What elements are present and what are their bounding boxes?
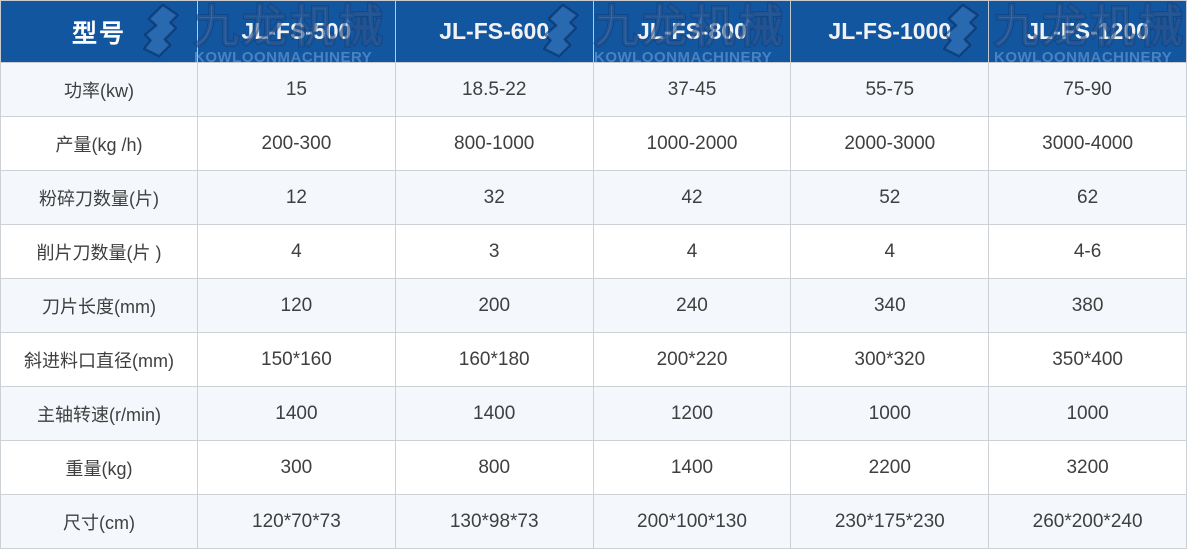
table-cell: 4 xyxy=(790,224,990,279)
table-cell: 55-75 xyxy=(790,62,990,117)
table-cell: 75-90 xyxy=(988,62,1187,117)
table-cell: 120*70*73 xyxy=(197,494,396,549)
row-label: 刀片长度(mm) xyxy=(0,278,198,333)
table-cell: 1200 xyxy=(592,386,792,441)
table-cell: 130*98*73 xyxy=(394,494,594,549)
table-row-chipping-blades: 削片刀数量(片 ) 4 3 4 4 4-6 xyxy=(0,224,1187,279)
table-cell: 32 xyxy=(394,170,594,225)
table-row-dimensions: 尺寸(cm) 120*70*73 130*98*73 200*100*130 2… xyxy=(0,494,1187,549)
table-cell: 200 xyxy=(394,278,594,333)
table-cell: 2200 xyxy=(790,440,990,495)
table-cell: 3000-4000 xyxy=(988,116,1187,171)
table-cell: 150*160 xyxy=(197,332,396,387)
table-row-blade-length: 刀片长度(mm) 120 200 240 340 380 xyxy=(0,278,1187,333)
table-cell: 300 xyxy=(197,440,396,495)
table-cell: 800-1000 xyxy=(394,116,594,171)
column-header-jl-fs-800: JL-FS-800 xyxy=(592,0,791,63)
table-cell: 1000 xyxy=(988,386,1187,441)
table-row-inlet-diameter: 斜进料口直径(mm) 150*160 160*180 200*220 300*3… xyxy=(0,332,1187,387)
row-label: 产量(kg /h) xyxy=(0,116,198,171)
table-cell: 1400 xyxy=(197,386,396,441)
row-label: 主轴转速(r/min) xyxy=(0,386,198,441)
table-row-spindle-speed: 主轴转速(r/min) 1400 1400 1200 1000 1000 xyxy=(0,386,1187,441)
table-cell: 260*200*240 xyxy=(988,494,1187,549)
table-cell: 800 xyxy=(394,440,594,495)
table-cell: 1000 xyxy=(790,386,990,441)
column-header-jl-fs-500: JL-FS-500 xyxy=(197,0,396,63)
table-cell: 340 xyxy=(790,278,990,333)
table-cell: 4 xyxy=(197,224,396,279)
table-row-output: 产量(kg /h) 200-300 800-1000 1000-2000 200… xyxy=(0,116,1187,171)
corner-header-model: 型号 xyxy=(0,0,198,63)
table-cell: 37-45 xyxy=(592,62,792,117)
row-label: 重量(kg) xyxy=(0,440,198,495)
table-cell: 18.5-22 xyxy=(394,62,594,117)
column-header-jl-fs-1200: JL-FS-1200 xyxy=(988,0,1187,63)
table-cell: 1400 xyxy=(394,386,594,441)
table-cell: 2000-3000 xyxy=(790,116,990,171)
table-cell: 52 xyxy=(790,170,990,225)
table-cell: 3 xyxy=(394,224,594,279)
table-cell: 200-300 xyxy=(197,116,396,171)
table-cell: 200*220 xyxy=(592,332,792,387)
table-cell: 380 xyxy=(988,278,1187,333)
table-cell: 160*180 xyxy=(394,332,594,387)
header-row: 型号 JL-FS-500 JL-FS-600 JL-FS-800 JL-FS-1… xyxy=(0,0,1187,63)
table-cell: 300*320 xyxy=(790,332,990,387)
table-cell: 12 xyxy=(197,170,396,225)
row-label: 尺寸(cm) xyxy=(0,494,198,549)
table-cell: 42 xyxy=(592,170,792,225)
table-cell: 200*100*130 xyxy=(592,494,792,549)
row-label: 功率(kw) xyxy=(0,62,198,117)
table-cell: 350*400 xyxy=(988,332,1187,387)
table-cell: 4-6 xyxy=(988,224,1187,279)
column-header-jl-fs-1000: JL-FS-1000 xyxy=(790,0,989,63)
table-cell: 62 xyxy=(988,170,1187,225)
column-header-jl-fs-600: JL-FS-600 xyxy=(394,0,594,63)
row-label: 削片刀数量(片 ) xyxy=(0,224,198,279)
row-label: 斜进料口直径(mm) xyxy=(0,332,198,387)
table-cell: 3200 xyxy=(988,440,1187,495)
table-cell: 4 xyxy=(592,224,792,279)
table-row-weight: 重量(kg) 300 800 1400 2200 3200 xyxy=(0,440,1187,495)
table-cell: 230*175*230 xyxy=(790,494,990,549)
table-cell: 15 xyxy=(197,62,396,117)
table-row-crushing-blades: 粉碎刀数量(片) 12 32 42 52 62 xyxy=(0,170,1187,225)
table-row-power: 功率(kw) 15 18.5-22 37-45 55-75 75-90 xyxy=(0,62,1187,117)
table-cell: 120 xyxy=(197,278,396,333)
table-cell: 1000-2000 xyxy=(592,116,792,171)
table-cell: 1400 xyxy=(592,440,792,495)
table-cell: 240 xyxy=(592,278,792,333)
row-label: 粉碎刀数量(片) xyxy=(0,170,198,225)
